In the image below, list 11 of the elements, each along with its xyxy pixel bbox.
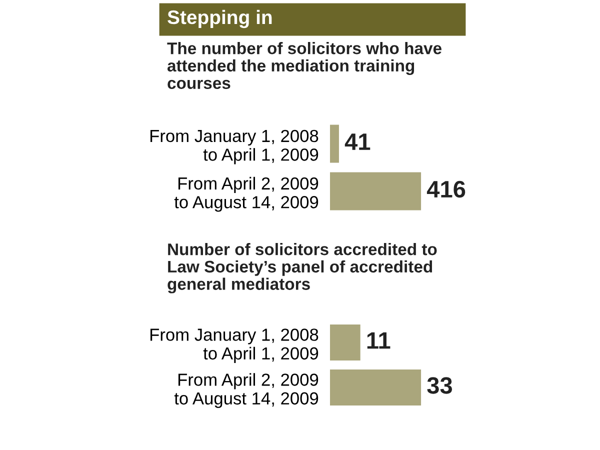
chart-subtitle: The number of solicitors who have attended the mediation training courses bbox=[167, 42, 442, 90]
data-label: 416 bbox=[426, 180, 466, 198]
y-tick-label: From April 2, 2009 to August 14, 2009 bbox=[174, 373, 318, 408]
chart-title: Stepping in bbox=[168, 10, 272, 28]
y-tick-label: From April 2, 2009 to August 14, 2009 bbox=[174, 176, 318, 212]
data-label: 11 bbox=[367, 332, 390, 349]
data-label: 33 bbox=[427, 377, 452, 394]
y-tick-label: From January 1, 2008 to April 1, 2009 bbox=[150, 130, 318, 164]
y-tick-label: From January 1, 2008 to April 1, 2009 bbox=[150, 328, 318, 363]
chart-title: Number of solicitors accredited to Law Society’s panel of accredited general mediators bbox=[168, 243, 437, 294]
data-label: 41 bbox=[344, 134, 370, 150]
